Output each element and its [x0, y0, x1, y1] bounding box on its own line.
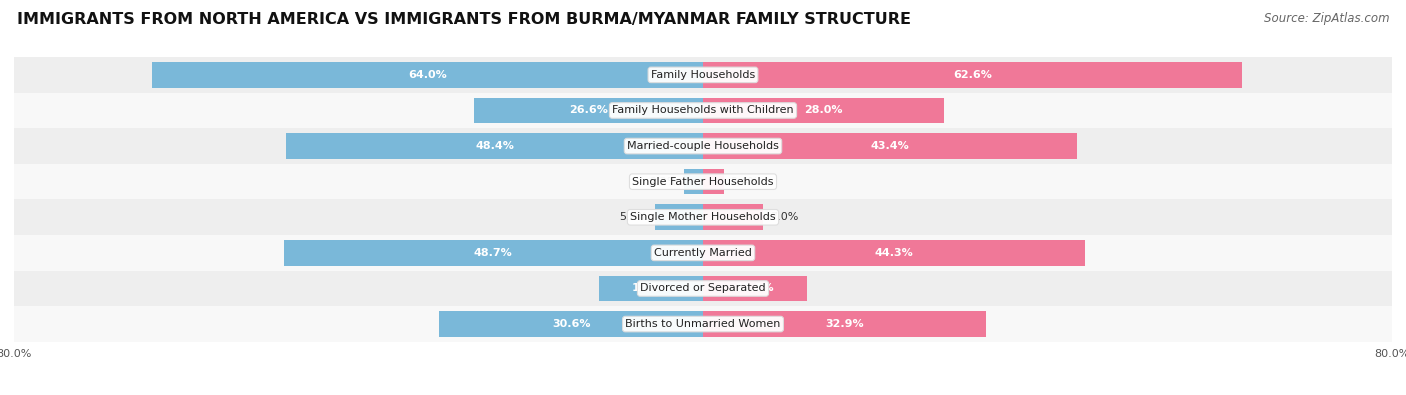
- Text: 48.4%: 48.4%: [475, 141, 515, 151]
- Bar: [14, 57, 1392, 93]
- Bar: [474, 98, 703, 123]
- Bar: [14, 199, 1392, 235]
- Bar: [703, 169, 724, 194]
- Text: 44.3%: 44.3%: [875, 248, 912, 258]
- Bar: [152, 62, 703, 88]
- Text: 62.6%: 62.6%: [953, 70, 993, 80]
- Bar: [440, 311, 703, 337]
- Text: 2.2%: 2.2%: [648, 177, 678, 187]
- Text: 2.4%: 2.4%: [731, 177, 759, 187]
- Bar: [703, 205, 763, 230]
- Bar: [14, 93, 1392, 128]
- Bar: [703, 276, 807, 301]
- Bar: [703, 98, 945, 123]
- Bar: [14, 128, 1392, 164]
- Text: Family Households: Family Households: [651, 70, 755, 80]
- Text: IMMIGRANTS FROM NORTH AMERICA VS IMMIGRANTS FROM BURMA/MYANMAR FAMILY STRUCTURE: IMMIGRANTS FROM NORTH AMERICA VS IMMIGRA…: [17, 12, 911, 27]
- Text: Single Father Households: Single Father Households: [633, 177, 773, 187]
- Bar: [685, 169, 703, 194]
- Text: Married-couple Households: Married-couple Households: [627, 141, 779, 151]
- Bar: [287, 133, 703, 159]
- Bar: [703, 133, 1077, 159]
- Text: 5.6%: 5.6%: [620, 212, 648, 222]
- Text: Source: ZipAtlas.com: Source: ZipAtlas.com: [1264, 12, 1389, 25]
- Text: Family Households with Children: Family Households with Children: [612, 105, 794, 115]
- Bar: [703, 240, 1084, 266]
- Text: Currently Married: Currently Married: [654, 248, 752, 258]
- Text: Divorced or Separated: Divorced or Separated: [640, 284, 766, 293]
- Bar: [655, 205, 703, 230]
- Bar: [14, 271, 1392, 306]
- Text: 48.7%: 48.7%: [474, 248, 513, 258]
- Bar: [599, 276, 703, 301]
- Text: 7.0%: 7.0%: [770, 212, 799, 222]
- Bar: [703, 62, 1241, 88]
- Text: 64.0%: 64.0%: [408, 70, 447, 80]
- Text: 32.9%: 32.9%: [825, 319, 863, 329]
- Text: 28.0%: 28.0%: [804, 105, 842, 115]
- Bar: [14, 235, 1392, 271]
- Text: 12.1%: 12.1%: [631, 284, 671, 293]
- Bar: [284, 240, 703, 266]
- Bar: [703, 311, 987, 337]
- Text: 12.1%: 12.1%: [735, 284, 775, 293]
- Text: Single Mother Households: Single Mother Households: [630, 212, 776, 222]
- Text: 43.4%: 43.4%: [870, 141, 910, 151]
- Text: 26.6%: 26.6%: [569, 105, 607, 115]
- Bar: [14, 306, 1392, 342]
- Bar: [14, 164, 1392, 199]
- Text: 30.6%: 30.6%: [553, 319, 591, 329]
- Text: Births to Unmarried Women: Births to Unmarried Women: [626, 319, 780, 329]
